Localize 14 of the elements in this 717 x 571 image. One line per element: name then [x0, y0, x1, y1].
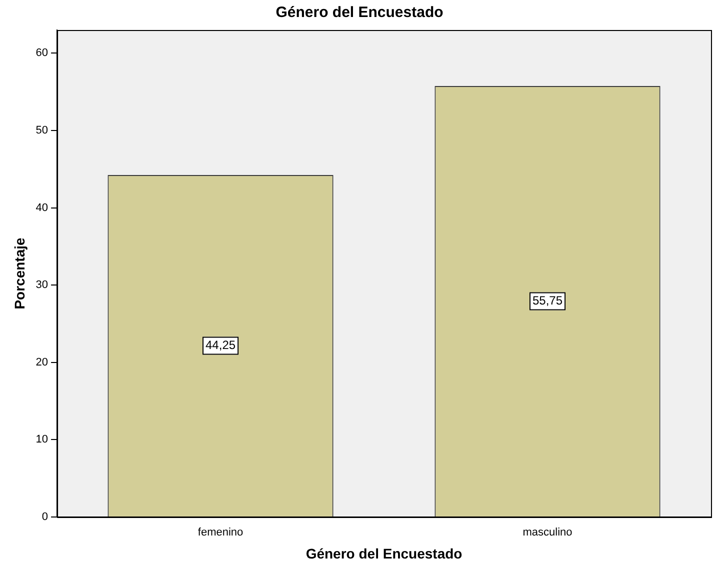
- y-tick-label: 60: [36, 47, 48, 60]
- y-tick-label: 10: [36, 434, 48, 446]
- chart-title: Género del Encuestado: [276, 4, 444, 22]
- y-tick-label: 30: [36, 279, 48, 292]
- x-axis-title: Género del Encuestado: [306, 545, 462, 562]
- data-label: 44,25: [206, 338, 236, 352]
- y-axis-title: Porcentaje: [11, 237, 28, 310]
- data-label: 55,75: [532, 294, 563, 308]
- y-tick-label: 40: [36, 202, 48, 214]
- y-tick-label: 50: [36, 124, 48, 137]
- y-tick-label: 20: [36, 356, 48, 368]
- x-tick-label: masculino: [522, 526, 572, 539]
- x-tick-label: femenino: [198, 526, 244, 539]
- y-tick-label: 0: [42, 511, 48, 524]
